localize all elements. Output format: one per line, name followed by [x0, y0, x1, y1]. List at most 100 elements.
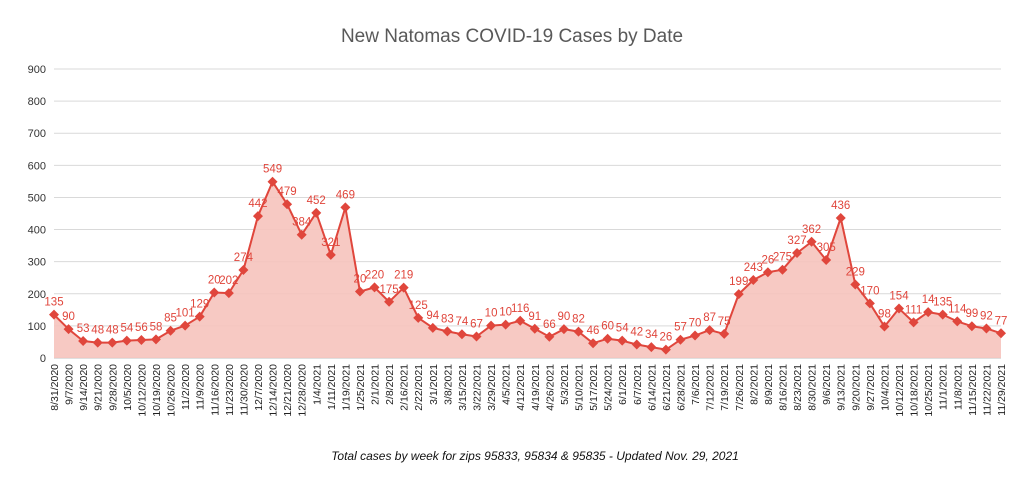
data-label: 48 [91, 325, 104, 337]
data-marker [92, 337, 103, 348]
y-axis-ticks: 0 100 200 300 400 500 600 700 800 900 [28, 64, 46, 365]
area-fill [54, 181, 1001, 358]
data-label: 20 [208, 274, 221, 286]
data-marker [733, 289, 744, 300]
data-label: 54 [120, 323, 133, 335]
x-axis-ticks: 8/31/2020 9/7/2020 9/14/2020 9/21/2020 9/28/… [49, 364, 1008, 417]
data-marker [282, 199, 293, 210]
data-marker [835, 212, 846, 223]
data-label: 321 [321, 237, 340, 249]
data-marker [107, 337, 118, 348]
data-label: 74 [456, 316, 469, 328]
data-marker [500, 319, 511, 330]
data-label: 111 [905, 304, 922, 316]
data-marker [646, 342, 657, 353]
chart-caption: Total cases by week for zips 95833, 9583… [331, 449, 739, 463]
data-marker [427, 322, 438, 333]
x-tick-label: 11/15/2021 [967, 364, 979, 416]
data-marker [165, 325, 176, 336]
data-marker [223, 288, 234, 299]
data-marker [471, 331, 482, 342]
x-tick-label: 4/26/2021 [544, 364, 556, 411]
data-label: 66 [543, 319, 556, 331]
x-tick-label: 8/16/2021 [777, 364, 789, 411]
x-tick-label: 6/21/2021 [661, 364, 673, 411]
y-tick-label: 600 [28, 160, 46, 172]
data-marker [515, 315, 526, 326]
data-label: 46 [587, 325, 600, 337]
x-tick-label: 10/5/2020 [122, 364, 134, 411]
data-marker [136, 335, 147, 346]
x-tick-label: 11/1/2021 [938, 364, 950, 410]
data-label: 362 [802, 224, 821, 236]
x-tick-label: 4/12/2021 [515, 364, 527, 411]
data-label: 199 [729, 276, 748, 288]
x-tick-label: 5/10/2021 [573, 364, 585, 411]
data-label: 549 [263, 164, 282, 176]
data-label: 85 [164, 313, 177, 325]
x-tick-label: 8/2/2021 [748, 364, 760, 405]
data-marker [792, 247, 803, 258]
x-tick-label: 1/4/2021 [311, 364, 323, 405]
data-label: 116 [511, 303, 529, 315]
x-tick-label: 4/5/2021 [501, 364, 513, 405]
data-marker [879, 321, 890, 332]
data-marker [558, 324, 569, 335]
y-tick-label: 500 [28, 192, 46, 204]
data-marker [121, 335, 132, 346]
data-label: 98 [878, 309, 891, 321]
data-marker [908, 317, 919, 328]
x-tick-label: 8/31/2020 [49, 364, 61, 411]
x-tick-label: 9/28/2020 [107, 364, 119, 411]
y-tick-label: 200 [28, 289, 46, 301]
data-marker [937, 309, 948, 320]
data-marker [49, 309, 59, 320]
x-tick-label: 9/27/2021 [865, 364, 877, 411]
y-tick-label: 700 [28, 128, 46, 140]
chart-title: New Natomas COVID-19 Cases by Date [341, 26, 683, 47]
data-label: 20 [354, 274, 367, 286]
x-tick-label: 8/9/2021 [763, 364, 775, 405]
data-label: 135 [933, 297, 952, 309]
x-tick-label: 10/26/2020 [166, 364, 178, 417]
data-label: 99 [965, 308, 978, 320]
x-tick-label: 7/12/2021 [705, 364, 717, 411]
data-label: 57 [674, 322, 687, 334]
y-tick-label: 800 [28, 96, 46, 108]
x-tick-label: 11/8/2021 [952, 364, 964, 410]
data-marker [719, 328, 730, 339]
data-marker [384, 296, 395, 307]
data-marker [602, 333, 613, 344]
data-marker [588, 338, 599, 349]
data-label: 70 [689, 318, 702, 330]
data-label: 154 [889, 291, 909, 303]
x-tick-label: 1/25/2021 [355, 364, 367, 411]
data-marker [63, 324, 74, 335]
data-marker [311, 207, 322, 218]
data-marker [617, 335, 628, 346]
data-label: 436 [831, 200, 850, 212]
data-label: 175 [379, 284, 398, 296]
data-marker [850, 279, 861, 290]
data-marker [806, 236, 817, 247]
data-marker [631, 339, 642, 350]
data-marker [180, 320, 191, 331]
data-label: 125 [409, 300, 428, 312]
data-marker [340, 202, 351, 213]
y-tick-label: 900 [28, 64, 46, 76]
x-tick-label: 11/23/2020 [224, 364, 236, 416]
data-label: 67 [470, 318, 483, 330]
data-label: 243 [744, 262, 763, 274]
data-marker [573, 326, 584, 337]
data-marker [354, 286, 365, 297]
x-tick-label: 10/4/2021 [879, 364, 891, 411]
data-label: 14 [922, 294, 935, 306]
x-tick-label: 6/28/2021 [675, 364, 687, 411]
x-tick-label: 5/17/2021 [588, 364, 600, 411]
data-label: 92 [980, 310, 993, 322]
data-label: 82 [572, 314, 585, 326]
data-marker [252, 211, 263, 222]
x-tick-label: 11/9/2020 [195, 364, 207, 410]
